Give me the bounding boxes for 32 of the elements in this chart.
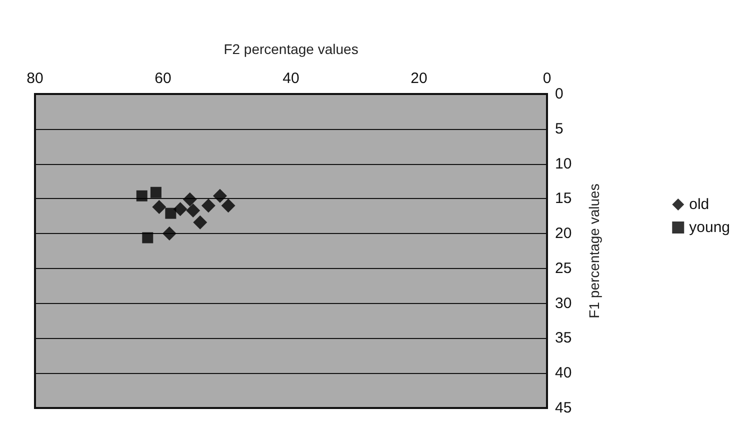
point xyxy=(193,215,208,230)
point xyxy=(182,192,197,206)
point xyxy=(186,204,200,218)
point xyxy=(201,198,216,213)
point xyxy=(150,186,162,198)
point xyxy=(165,208,176,219)
x-tick-label: 40 xyxy=(282,70,300,87)
point xyxy=(152,200,166,214)
y-tick-label: 45 xyxy=(555,400,572,416)
y-tick-label: 30 xyxy=(555,294,572,312)
y-tick-label: 0 xyxy=(555,86,564,102)
point xyxy=(221,198,236,213)
y-tick-label: 25 xyxy=(555,260,572,277)
point xyxy=(212,188,227,203)
point xyxy=(173,202,188,216)
y-tick-label: 5 xyxy=(555,120,564,138)
y-tick-label: 35 xyxy=(555,330,572,347)
x-axis-title: F2 percentage values xyxy=(224,41,358,57)
legend-label: young xyxy=(689,219,730,236)
legend-label: old xyxy=(689,196,710,213)
x-tick-label: 60 xyxy=(154,70,172,87)
y-axis-title: F1 percentage values xyxy=(586,184,602,318)
point xyxy=(136,190,148,202)
point xyxy=(142,232,154,244)
x-tick-label: 20 xyxy=(410,70,428,87)
y-tick-label: 15 xyxy=(555,190,572,208)
y-tick-label: 40 xyxy=(555,364,572,382)
x-tick-label: 80 xyxy=(26,70,44,87)
y-tick-label: 10 xyxy=(555,155,572,172)
point xyxy=(162,226,176,241)
x-tick-label: 0 xyxy=(542,70,552,87)
y-tick-label: 20 xyxy=(555,225,572,242)
